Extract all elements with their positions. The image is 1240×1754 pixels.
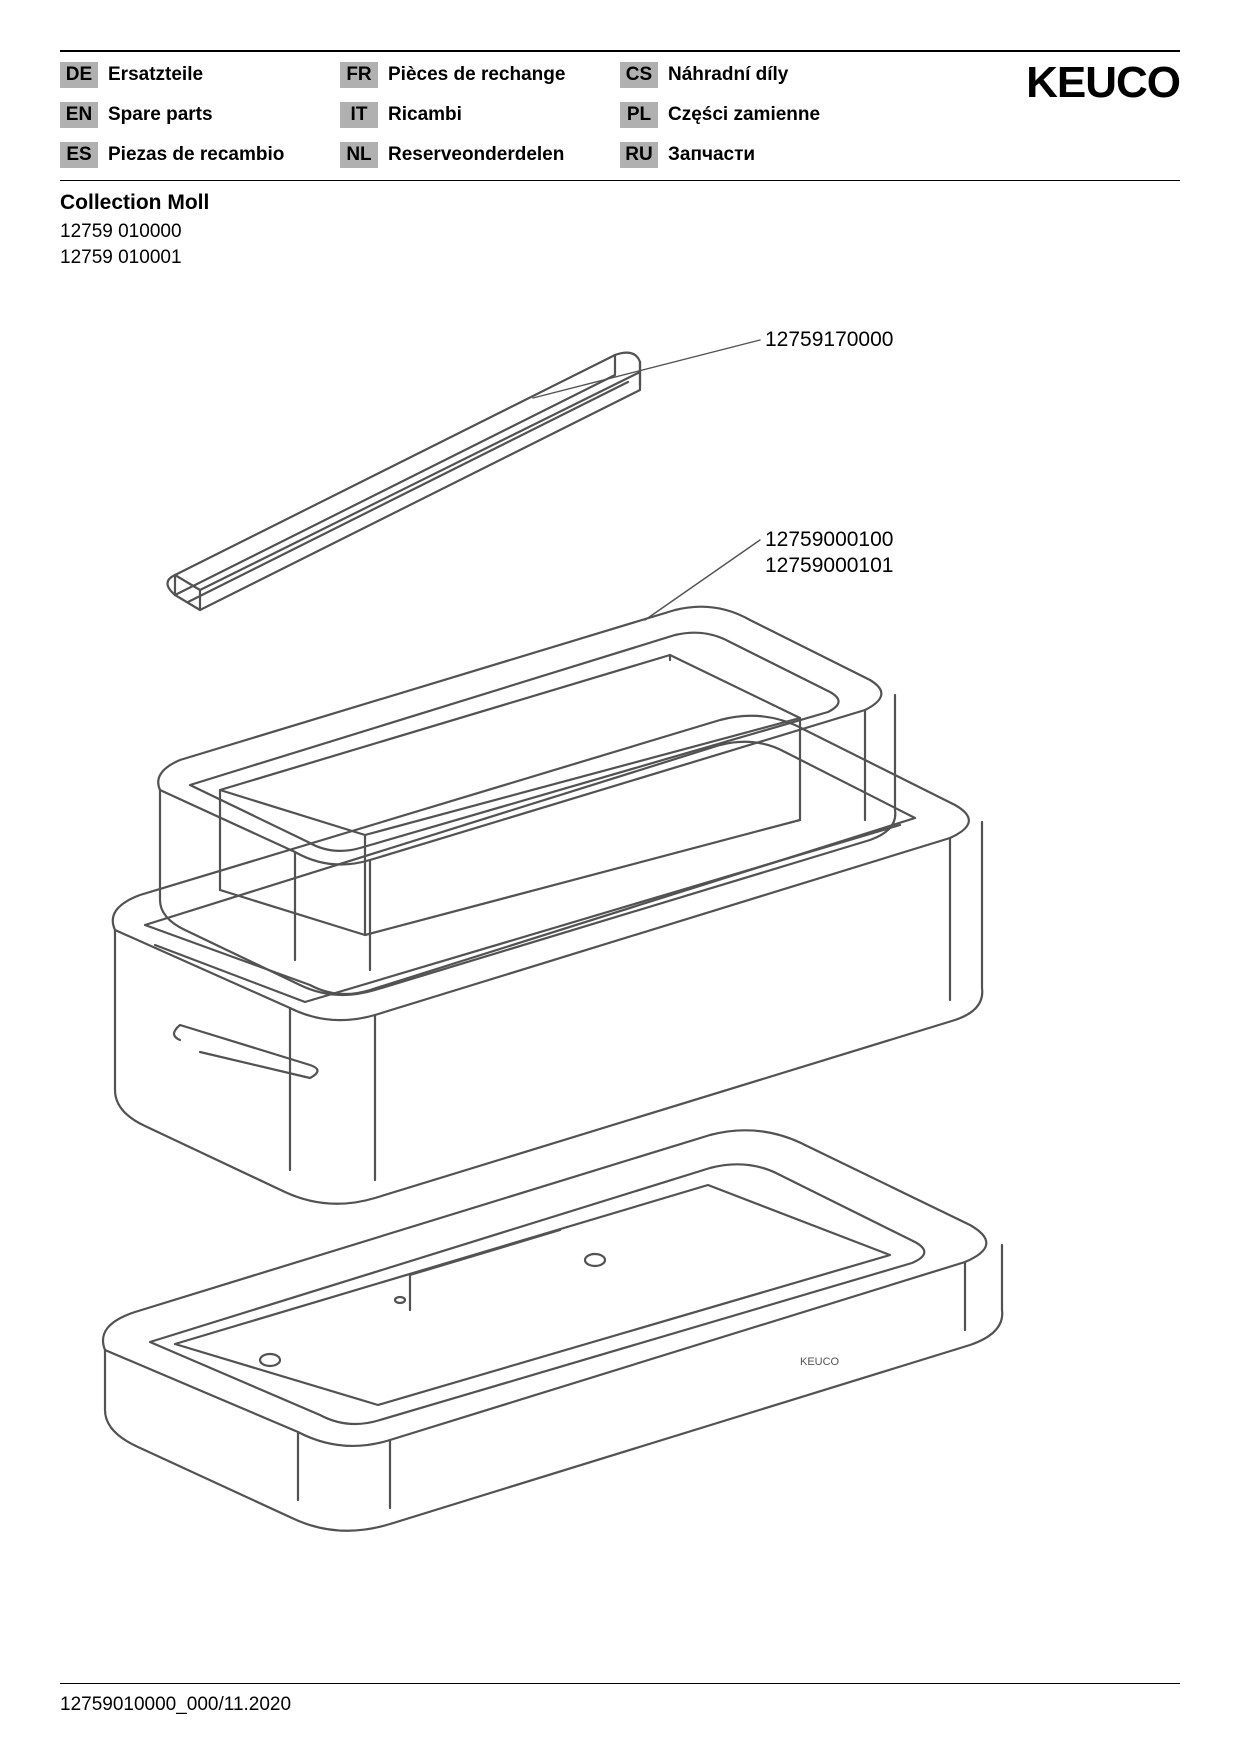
lang-label: Ricambi	[388, 104, 462, 126]
lang-item: RU Запчасти	[620, 142, 890, 168]
lang-label: Spare parts	[108, 104, 213, 126]
language-grid: DE Ersatzteile FR Pièces de rechange CS …	[60, 62, 890, 168]
lang-label: Części zamienne	[668, 104, 820, 126]
part-label-top: 12759170000	[765, 328, 893, 352]
lang-code: PL	[620, 102, 658, 128]
header: DE Ersatzteile FR Pièces de rechange CS …	[60, 62, 1180, 168]
lang-item: CS Náhradní díly	[620, 62, 890, 88]
title-block: Collection Moll 12759 010000 12759 01000…	[60, 191, 1180, 270]
collection-title: Collection Moll	[60, 191, 1180, 215]
svg-text:KEUCO: KEUCO	[800, 1356, 840, 1368]
exploded-diagram: 12759170000 12759000100 12759000101	[60, 300, 1180, 1600]
lang-label: Pièces de rechange	[388, 64, 565, 86]
lang-item: IT Ricambi	[340, 102, 610, 128]
part-label-mid2: 12759000101	[765, 554, 893, 578]
lang-label: Ersatzteile	[108, 64, 203, 86]
lang-label: Reserveonderdelen	[388, 144, 564, 166]
lang-code: IT	[340, 102, 378, 128]
lang-code: NL	[340, 142, 378, 168]
lang-item: EN Spare parts	[60, 102, 330, 128]
product-code: 12759 010000	[60, 219, 1180, 245]
lang-item: DE Ersatzteile	[60, 62, 330, 88]
footer-text: 12759010000_000/11.2020	[60, 1694, 291, 1716]
brand-logo: KEUCO	[1026, 58, 1180, 108]
lang-code: ES	[60, 142, 98, 168]
lang-item: NL Reserveonderdelen	[340, 142, 610, 168]
lang-code: FR	[340, 62, 378, 88]
lang-code: CS	[620, 62, 658, 88]
product-code: 12759 010001	[60, 245, 1180, 271]
lang-code: RU	[620, 142, 658, 168]
header-divider	[60, 180, 1180, 181]
lang-code: EN	[60, 102, 98, 128]
lang-code: DE	[60, 62, 98, 88]
footer-divider	[60, 1683, 1180, 1684]
lang-label: Запчасти	[668, 144, 755, 166]
lang-label: Piezas de recambio	[108, 144, 284, 166]
lang-item: ES Piezas de recambio	[60, 142, 330, 168]
diagram-svg: KEUCO	[60, 300, 1180, 1600]
top-divider	[60, 50, 1180, 52]
part-label-mid1: 12759000100	[765, 528, 893, 552]
lang-item: FR Pièces de rechange	[340, 62, 610, 88]
lang-label: Náhradní díly	[668, 64, 788, 86]
lang-item: PL Części zamienne	[620, 102, 890, 128]
